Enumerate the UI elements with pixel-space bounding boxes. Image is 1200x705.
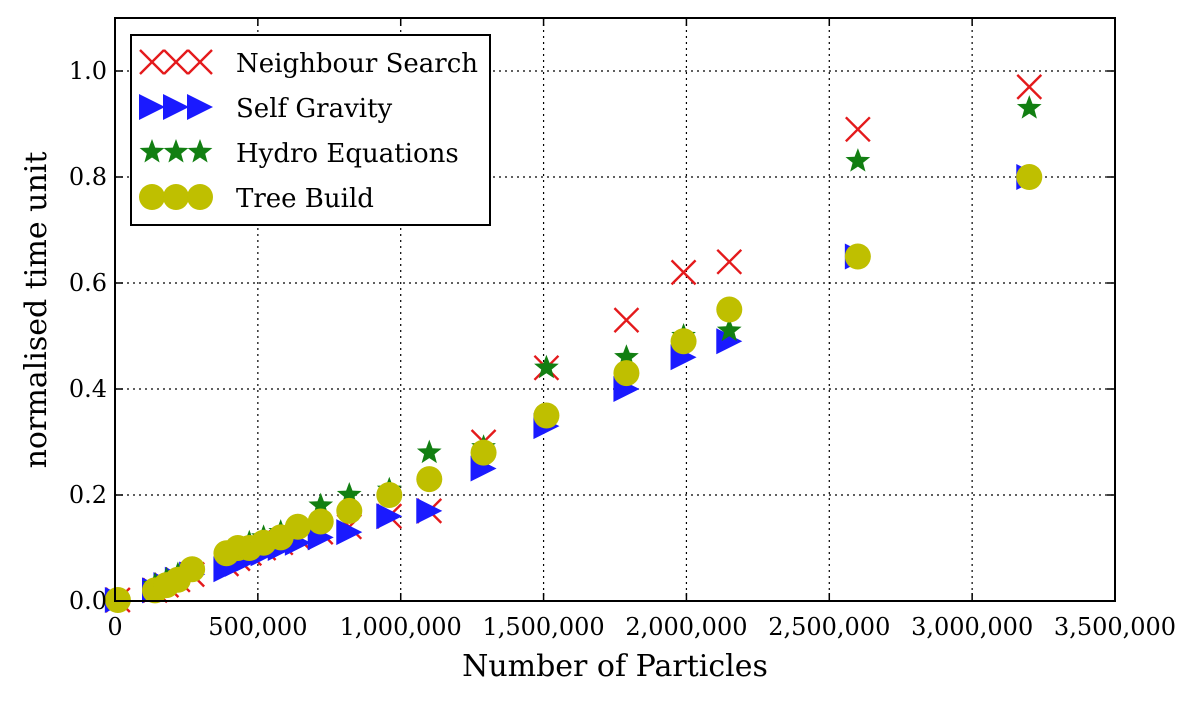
data-point-self-gravity	[336, 519, 363, 546]
y-tick-label: 0.4	[69, 375, 107, 403]
data-point-neighbour-search	[613, 307, 640, 333]
data-point-tree-build	[1016, 164, 1043, 190]
data-point-self-gravity	[376, 503, 403, 530]
data-point-hydro-equations	[716, 317, 742, 342]
legend-marker-neighbour-search	[187, 49, 213, 75]
x-tick-label: 3,500,000	[1054, 613, 1176, 641]
data-point-tree-build	[844, 243, 871, 270]
x-tick-label: 2,000,000	[625, 613, 747, 641]
data-point-neighbour-search	[716, 248, 743, 275]
legend-label-self-gravity: Self Gravity	[236, 94, 393, 124]
data-point-tree-build	[376, 482, 403, 508]
y-axis-label: normalised time unit	[19, 152, 54, 469]
legend-marker-neighbour-search	[139, 49, 165, 75]
data-point-tree-build	[533, 402, 560, 429]
plot-area-frame	[114, 17, 1116, 602]
legend-marker-hydro-equations	[187, 139, 213, 163]
x-tick-label: 1,000,000	[340, 613, 462, 641]
axis-ticks: 0 500,000 1,000,000 1,500,000 2,000,000 2,500…	[69, 18, 1176, 641]
x-tick-label: 500,000	[208, 613, 307, 641]
data-point-self-gravity	[416, 497, 443, 524]
data-point-neighbour-search	[845, 116, 871, 143]
data-point-tree-build	[336, 497, 363, 524]
data-point-hydro-equations	[416, 439, 442, 464]
y-tick-label: 0.8	[69, 163, 107, 191]
data-point-hydro-equations	[845, 148, 871, 172]
legend-label-tree-build: Tree Build	[236, 184, 374, 214]
legend: Neighbour Search Self Gravity Hydro Equa…	[130, 34, 491, 226]
data-point-hydro-equations	[534, 354, 559, 379]
data-point-tree-build	[179, 556, 206, 583]
data-point-tree-build	[613, 360, 640, 387]
legend-markers	[139, 49, 213, 210]
x-tick-label: 0	[107, 613, 122, 641]
y-tick-label: 0.2	[69, 481, 107, 509]
data-point-tree-build	[284, 513, 311, 540]
y-tick-label: 1.0	[69, 57, 107, 85]
legend-marker-tree-build	[187, 184, 213, 210]
x-tick-label: 2,500,000	[768, 613, 890, 641]
legend-marker-hydro-equations	[163, 139, 189, 163]
legend-marker-self-gravity	[139, 94, 165, 120]
legend-marker-self-gravity	[187, 94, 213, 120]
y-tick-label: 0.0	[69, 587, 107, 615]
x-tick-label: 3,000,000	[911, 613, 1033, 641]
data-point-tree-build	[670, 328, 697, 355]
data-point-tree-build	[470, 439, 497, 466]
data-point-hydro-equations	[336, 482, 362, 506]
data-point-neighbour-search	[670, 259, 697, 286]
legend-marker-tree-build	[139, 184, 165, 210]
legend-marker-tree-build	[163, 184, 189, 210]
legend-label-hydro-equations: Hydro Equations	[236, 139, 459, 169]
data-point-self-gravity	[716, 328, 743, 355]
data-point-tree-build	[307, 508, 334, 535]
data-point-neighbour-search	[1016, 74, 1043, 100]
legend-marker-hydro-equations	[139, 139, 165, 163]
data-points	[104, 74, 1043, 613]
legend-marker-self-gravity	[163, 94, 189, 120]
x-axis-label: Number of Particles	[462, 649, 768, 684]
x-tick-label: 1,500,000	[482, 613, 604, 641]
legend-label-neighbour-search: Neighbour Search	[236, 49, 478, 79]
data-point-tree-build	[716, 296, 743, 323]
data-point-hydro-equations	[308, 492, 334, 517]
y-tick-label: 0.6	[69, 269, 107, 297]
data-point-hydro-equations	[1016, 95, 1042, 119]
legend-marker-neighbour-search	[163, 49, 189, 75]
data-point-tree-build	[416, 466, 443, 493]
data-point-hydro-equations	[614, 344, 639, 368]
